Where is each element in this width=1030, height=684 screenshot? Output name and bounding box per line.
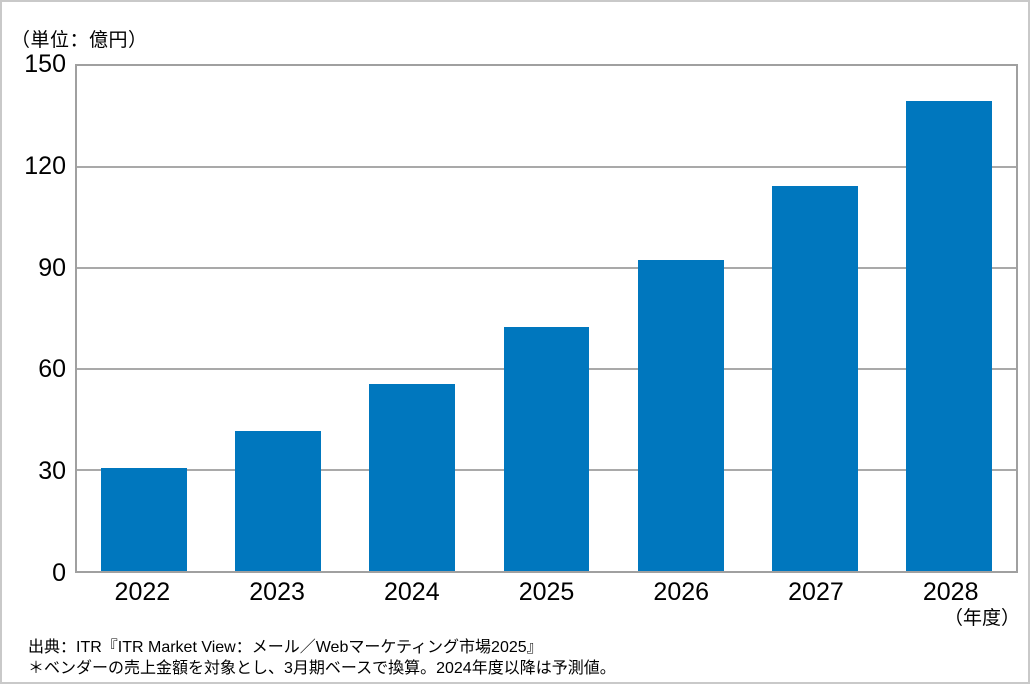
source-line-1: 出典：ITR『ITR Market View：メール／Webマーケティング市場2… — [28, 639, 543, 656]
bar-slot-2025 — [479, 66, 613, 571]
bar-slot-2024 — [345, 66, 479, 571]
y-axis-unit-label: （単位：億円） — [11, 30, 148, 51]
bar-2024 — [369, 384, 456, 571]
bar-slot-2028 — [882, 66, 1016, 571]
y-tick-label-150: 150 — [24, 50, 66, 78]
bar-2025 — [503, 326, 590, 571]
x-tick-label-2028: 2028 — [922, 578, 979, 606]
bar-2027 — [771, 185, 858, 571]
x-tick-label-2026: 2026 — [653, 578, 710, 606]
y-tick-label-30: 30 — [38, 457, 66, 486]
y-axis-labels: 0 30 60 90 120 150 — [2, 50, 66, 587]
x-tick-label-2025: 2025 — [518, 578, 575, 606]
y-tick-label-0: 0 — [52, 559, 66, 587]
bar-2028 — [905, 101, 992, 571]
x-tick-label-2023: 2023 — [249, 578, 305, 606]
x-tick-label-2027: 2027 — [788, 578, 844, 606]
x-axis-labels: 2022 2023 2024 2025 2026 2027 2028 — [75, 577, 1018, 609]
bars-container — [77, 66, 1016, 571]
plot-area — [75, 64, 1018, 573]
bar-slot-2023 — [211, 66, 345, 571]
bar-slot-2022 — [77, 66, 211, 571]
y-tick-label-120: 120 — [24, 151, 66, 180]
bar-2022 — [101, 468, 187, 571]
y-tick-label-90: 90 — [38, 253, 66, 282]
bar-2023 — [235, 431, 322, 571]
source-note: 出典：ITR『ITR Market View：メール／Webマーケティング市場2… — [28, 637, 616, 679]
bar-2026 — [637, 259, 724, 571]
y-tick-label-60: 60 — [38, 355, 66, 384]
x-tick-label-2024: 2024 — [383, 578, 440, 606]
gridline-90 — [77, 267, 1016, 269]
x-axis-unit-label: （年度） — [943, 608, 1020, 629]
gridline-120 — [77, 166, 1016, 168]
source-line-2: ＊ベンダーの売上金額を対象とし、3月期ベースで換算。2024年度以降は予測値。 — [28, 660, 616, 677]
x-tick-label-2022: 2022 — [114, 578, 171, 606]
bar-slot-2027 — [748, 66, 882, 571]
bar-slot-2026 — [614, 66, 748, 571]
